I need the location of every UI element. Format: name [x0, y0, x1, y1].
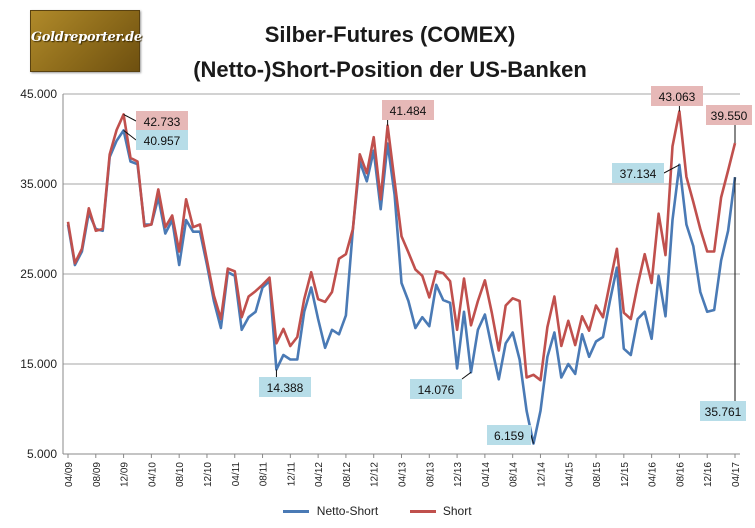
x-tick-label: 12/13 [453, 462, 464, 487]
series-line-short [66, 110, 737, 382]
annotation-label: 14.388 [267, 381, 304, 395]
x-tick-label: 04/15 [564, 462, 575, 487]
annotation-box [410, 379, 462, 399]
annotation-box [487, 425, 531, 445]
annotation-box [700, 401, 746, 421]
x-tick-label: 12/09 [120, 462, 131, 487]
x-tick-label: 12/12 [370, 462, 381, 487]
x-tick-label: 12/10 [203, 462, 214, 487]
y-tick-label: 15.000 [20, 357, 57, 371]
annotation-leader [461, 371, 472, 380]
x-tick-label: 08/09 [92, 462, 103, 487]
annotation-leader [123, 113, 137, 122]
x-tick-label: 04/09 [64, 462, 75, 487]
annotation-label: 40.957 [144, 134, 181, 148]
annotation-label: 14.076 [418, 383, 455, 397]
annotation-box [651, 86, 703, 106]
annotation-leader [530, 434, 534, 444]
chart-subtitle: (Netto-)Short-Position der US-Banken [193, 57, 587, 82]
goldreporter-logo: Goldreporter.de [30, 10, 142, 72]
x-tick-label: 08/13 [425, 462, 436, 487]
y-tick-label: 35.000 [20, 177, 57, 191]
annotation-leader [123, 129, 137, 141]
x-tick-label: 08/16 [675, 462, 686, 487]
x-tick-label: 12/14 [536, 462, 547, 487]
x-tick-label: 04/10 [147, 462, 158, 487]
annotation-box [136, 111, 188, 131]
series-line-netto-short [66, 129, 737, 445]
x-tick-label: 04/11 [231, 462, 242, 487]
annotation-label: 43.063 [659, 90, 696, 104]
x-tick-label: 08/15 [592, 462, 603, 487]
x-tick-label: 12/15 [620, 462, 631, 487]
annotation-box [612, 163, 664, 183]
x-tick-label: 04/12 [314, 462, 325, 487]
y-tick-label: 45.000 [20, 87, 57, 101]
annotation-box [706, 105, 752, 125]
x-tick-label: 08/14 [509, 462, 520, 487]
x-tick-label: 04/13 [398, 462, 409, 487]
annotation-label: 37.134 [620, 167, 657, 181]
chart-title: Silber-Futures (COMEX) [264, 22, 516, 47]
annotation-leader [663, 164, 680, 174]
legend-item-short: Short [409, 504, 472, 518]
annotation-label: 6.159 [494, 429, 524, 443]
legend-item-netto-short: Netto-Short [283, 504, 378, 518]
x-tick-label: 04/16 [648, 462, 659, 487]
x-tick-label: 08/12 [342, 462, 353, 487]
annotation-label: 42.733 [144, 115, 181, 129]
legend-swatch-netto-short [283, 510, 310, 514]
y-tick-label: 25.000 [20, 267, 57, 281]
annotation-box [382, 100, 434, 120]
logo-text: Goldreporter.de [31, 30, 142, 45]
legend-label-netto-short: Netto-Short [316, 504, 379, 518]
x-tick-label: 08/11 [259, 462, 270, 487]
annotation-box [259, 377, 311, 397]
x-tick-label: 04/14 [481, 462, 492, 487]
annotation-label: 35.761 [705, 405, 742, 419]
legend-label-short: Short [442, 504, 472, 518]
chart-legend: Netto-Short Short [0, 504, 755, 518]
x-tick-label: 08/10 [175, 462, 186, 487]
x-tick-label: 12/11 [286, 462, 297, 487]
annotation-box [136, 130, 188, 150]
x-tick-label: 12/16 [703, 462, 714, 487]
annotation-label: 41.484 [390, 104, 427, 118]
legend-swatch-short [409, 510, 436, 514]
x-tick-label: 04/17 [731, 462, 742, 487]
annotation-label: 39.550 [711, 109, 748, 123]
y-tick-label: 5.000 [27, 447, 57, 461]
